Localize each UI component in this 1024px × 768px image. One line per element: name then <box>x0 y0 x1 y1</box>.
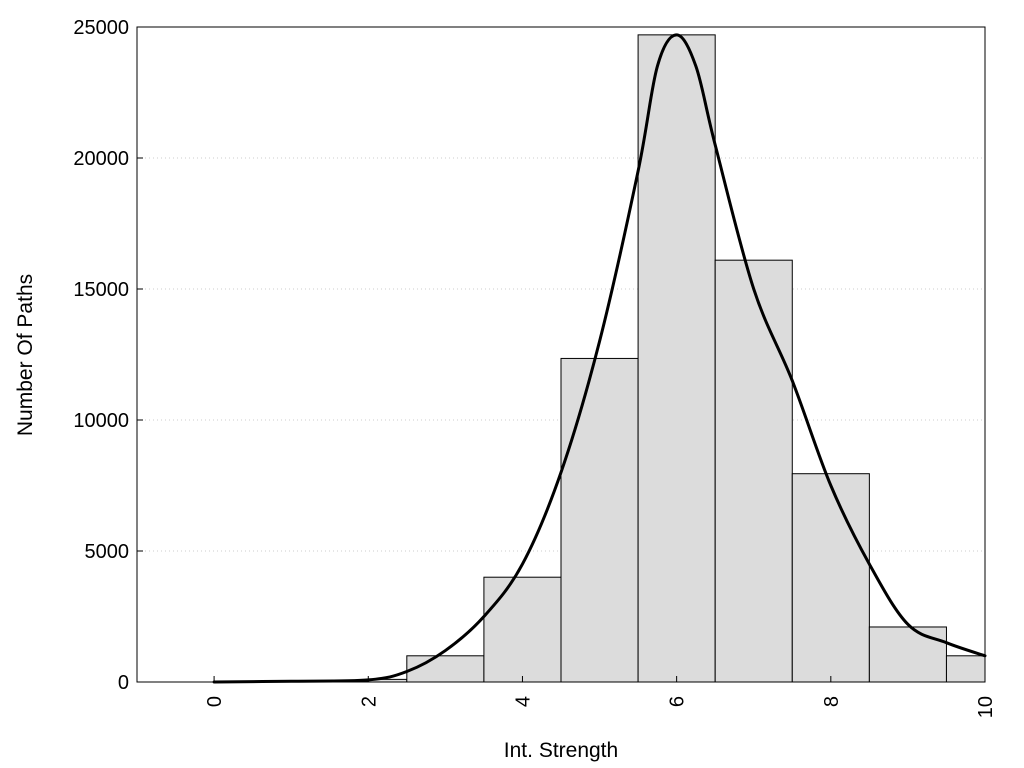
histogram-bar <box>714 259 793 683</box>
histogram-bar <box>791 473 870 683</box>
x-tick-label: 10 <box>975 696 997 718</box>
y-axis-label: Number Of Paths <box>14 274 37 436</box>
y-tick-label: 5000 <box>85 541 130 563</box>
y-tick-label: 20000 <box>73 148 129 170</box>
histogram-bar <box>945 655 986 683</box>
histogram-bar <box>406 655 485 683</box>
histogram-bar <box>560 357 639 683</box>
density-curve <box>212 33 987 684</box>
y-tick-label: 15000 <box>73 279 129 301</box>
x-axis-label: Int. Strength <box>504 739 618 762</box>
y-tick-label: 0 <box>118 672 129 694</box>
histogram-bar <box>483 576 562 683</box>
plot-frame <box>136 26 986 683</box>
x-tick-label: 0 <box>204 696 226 707</box>
y-tick-label: 10000 <box>73 410 129 432</box>
x-tick-label: 8 <box>821 696 843 707</box>
y-axis-ticks: 0 5000 10000 15000 20000 25000 <box>73 17 143 694</box>
histogram-bar <box>868 626 947 683</box>
x-tick-label: 4 <box>512 696 534 707</box>
histogram-bar <box>637 34 716 683</box>
x-tick-label: 6 <box>667 696 689 707</box>
x-axis-ticks: 0 2 4 6 8 10 <box>204 676 997 718</box>
y-tick-label: 25000 <box>73 17 129 39</box>
x-tick-label: 2 <box>358 696 380 707</box>
histogram-bars <box>213 34 986 683</box>
